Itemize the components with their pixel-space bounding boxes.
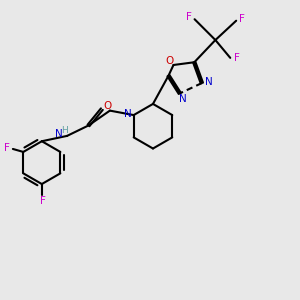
Text: O: O bbox=[103, 101, 111, 111]
Text: F: F bbox=[234, 53, 240, 63]
Text: O: O bbox=[165, 56, 173, 66]
Text: F: F bbox=[239, 14, 245, 24]
Text: N: N bbox=[124, 109, 132, 118]
Text: N: N bbox=[55, 129, 63, 140]
Text: N: N bbox=[179, 94, 187, 104]
Text: F: F bbox=[40, 196, 46, 206]
Text: F: F bbox=[186, 12, 192, 22]
Text: H: H bbox=[61, 126, 68, 135]
Text: N: N bbox=[205, 76, 212, 87]
Text: F: F bbox=[4, 143, 10, 153]
